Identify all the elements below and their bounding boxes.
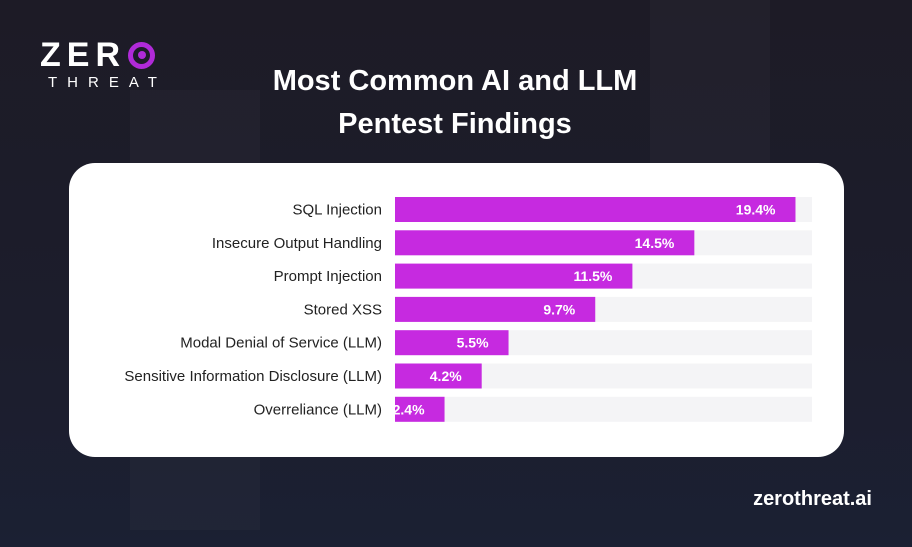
logo-o-icon xyxy=(128,41,155,69)
category-label: Stored XSS xyxy=(304,301,382,318)
bar xyxy=(395,263,633,289)
chart-title: Most Common AI and LLM Pentest Findings xyxy=(230,60,680,146)
bar xyxy=(395,230,695,256)
bar xyxy=(395,396,445,422)
data-label: 5.5% xyxy=(457,335,489,351)
logo-subtitle: THREAT xyxy=(48,74,167,91)
data-label: 14.5% xyxy=(635,235,675,251)
category-label: Prompt Injection xyxy=(274,268,382,285)
title-line-2: Pentest Findings xyxy=(338,108,572,140)
bar xyxy=(395,330,509,356)
category-label: SQL Injection xyxy=(293,202,383,219)
title-line-1: Most Common AI and LLM xyxy=(272,65,638,97)
category-label: Insecure Output Handling xyxy=(212,235,382,252)
data-label: 4.2% xyxy=(430,368,462,384)
bar xyxy=(395,363,482,389)
category-label: Overreliance (LLM) xyxy=(254,401,382,418)
category-label: Modal Denial of Service (LLM) xyxy=(180,335,382,352)
zerothreat-logo: ZER THREAT xyxy=(40,38,167,91)
data-label: 2.4% xyxy=(393,401,425,417)
data-label: 11.5% xyxy=(573,268,612,284)
category-label: Sensitive Information Disclosure (LLM) xyxy=(124,368,382,385)
logo-word: ZER xyxy=(40,36,126,74)
bar-track xyxy=(395,396,812,422)
footer-url: zerothreat.ai xyxy=(753,488,872,510)
bar xyxy=(395,296,596,322)
bar xyxy=(395,197,796,222)
data-label: 9.7% xyxy=(543,301,575,317)
data-label: 19.4% xyxy=(736,202,776,218)
